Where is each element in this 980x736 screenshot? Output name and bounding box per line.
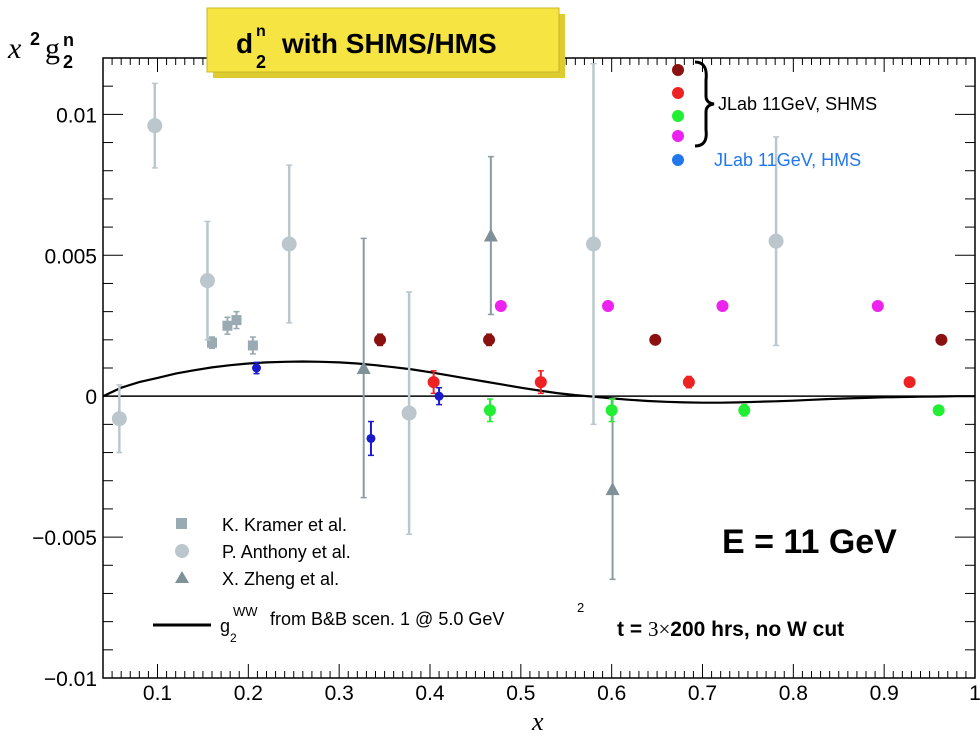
legend-marker-magenta — [672, 130, 684, 142]
data-point-circle — [434, 391, 444, 401]
y-axis-label-g-sup: n — [63, 30, 74, 50]
x-tick-labels: 0.1 0.2 0.3 0.4 0.5 0.6 0.7 0.8 0.9 1 — [143, 682, 980, 705]
data-point-square — [247, 340, 258, 351]
data-point-circle — [871, 300, 884, 312]
y-axis-label-x: x — [7, 32, 22, 65]
data-point-circle — [366, 433, 376, 443]
data-point-circle — [199, 273, 215, 289]
y-tick-label: −0.01 — [44, 668, 97, 691]
legend-curve-label-sup: 2 — [577, 600, 584, 615]
data-point-circle — [903, 376, 916, 389]
time-annotation: t = 3×200 hrs, no W cut — [617, 617, 844, 641]
y-tick-label: 0 — [85, 386, 97, 409]
data-point-triangle — [605, 482, 620, 496]
legend-circle-icon — [175, 544, 189, 558]
legend-marker-darkred — [672, 64, 684, 76]
x-tick-label: 0.2 — [234, 682, 263, 705]
chart-title-sub: 2 — [256, 52, 266, 72]
legend-curve-g-sup: WW — [233, 604, 258, 619]
x-tick-label: 0.9 — [870, 682, 899, 705]
data-point-circle — [401, 405, 417, 421]
data-point-circle — [649, 333, 662, 346]
y-tick-label: 0.005 — [44, 245, 97, 268]
energy-annotation: E = 11 GeV — [722, 523, 897, 561]
x-axis-label: x — [531, 707, 544, 736]
legend-kramer-label: K. Kramer et al. — [222, 515, 347, 535]
data-point-circle — [483, 404, 496, 417]
data-point-circle — [483, 333, 496, 346]
legend-shms-label: JLab 11GeV, SHMS — [718, 94, 877, 114]
data-point-square — [207, 337, 217, 348]
x-tick-label: 0.7 — [688, 682, 717, 705]
legend-curve-label: from B&B scen. 1 @ 5.0 GeV — [270, 609, 504, 629]
y-axis-label-g-sub: 2 — [63, 52, 73, 72]
legend-right: JLab 11GeV, SHMS JLab 11GeV, HMS — [672, 60, 877, 170]
legend-curve-g: g — [220, 616, 230, 636]
legend-square-icon — [176, 518, 187, 529]
data-point-circle — [935, 333, 948, 346]
data-point-circle — [768, 233, 784, 249]
data-point-circle — [605, 404, 618, 417]
y-tick-label: 0.01 — [56, 104, 97, 127]
x-tick-label: 0.4 — [415, 682, 445, 705]
data-point-circle — [374, 333, 387, 346]
legend-marker-blue — [672, 154, 684, 166]
legend-marker-red — [672, 87, 684, 99]
ww-curve — [102, 360, 975, 404]
x-tick-label: 0.1 — [143, 682, 172, 705]
y-axis-label-g: g — [45, 32, 60, 65]
legend-anthony-label: P. Anthony et al. — [222, 542, 351, 562]
legend-hms-label: JLab 11GeV, HMS — [714, 150, 861, 170]
y-tick-label: −0.005 — [32, 527, 97, 550]
data-point-circle — [738, 404, 751, 417]
data-point-circle — [252, 363, 262, 373]
legend-zheng-label: X. Zheng et al. — [222, 569, 339, 589]
data-point-circle — [111, 411, 127, 427]
data-point-circle — [586, 236, 601, 252]
data-point-circle — [534, 376, 547, 389]
x-tick-label: 0.8 — [779, 682, 808, 705]
data-point-circle — [281, 236, 297, 252]
x-tick-label: 0.5 — [506, 682, 535, 705]
data-points — [111, 62, 948, 581]
chart-title: d — [236, 28, 253, 59]
data-point-triangle — [356, 361, 371, 374]
data-point-circle — [682, 376, 695, 389]
data-point-square — [222, 320, 233, 331]
data-point-triangle — [483, 228, 498, 242]
x-tick-label: 0.6 — [597, 682, 626, 705]
title-box — [206, 7, 560, 73]
x-tick-label: 0.3 — [325, 682, 354, 705]
chart-title-sup: n — [256, 23, 266, 40]
data-point-square — [231, 315, 242, 326]
y-tick-labels: −0.01 −0.005 0 0.005 0.01 — [32, 104, 97, 691]
data-point-circle — [494, 300, 507, 312]
data-point-circle — [602, 300, 615, 312]
legend-curve-g-sub: 2 — [230, 631, 237, 645]
data-point-circle — [147, 118, 163, 134]
legend-marker-green — [672, 110, 684, 122]
legend-triangle-icon — [175, 571, 189, 583]
data-point-circle — [716, 300, 729, 312]
legend-brace — [694, 60, 715, 148]
x-tick-label: 1 — [969, 682, 980, 705]
chart-title-rest: with SHMS/HMS — [281, 28, 497, 59]
data-point-circle — [427, 376, 440, 389]
data-point-circle — [932, 404, 945, 417]
y-axis-label-sup: 2 — [30, 29, 40, 49]
legend-left: K. Kramer et al. P. Anthony et al. X. Zh… — [153, 515, 584, 645]
